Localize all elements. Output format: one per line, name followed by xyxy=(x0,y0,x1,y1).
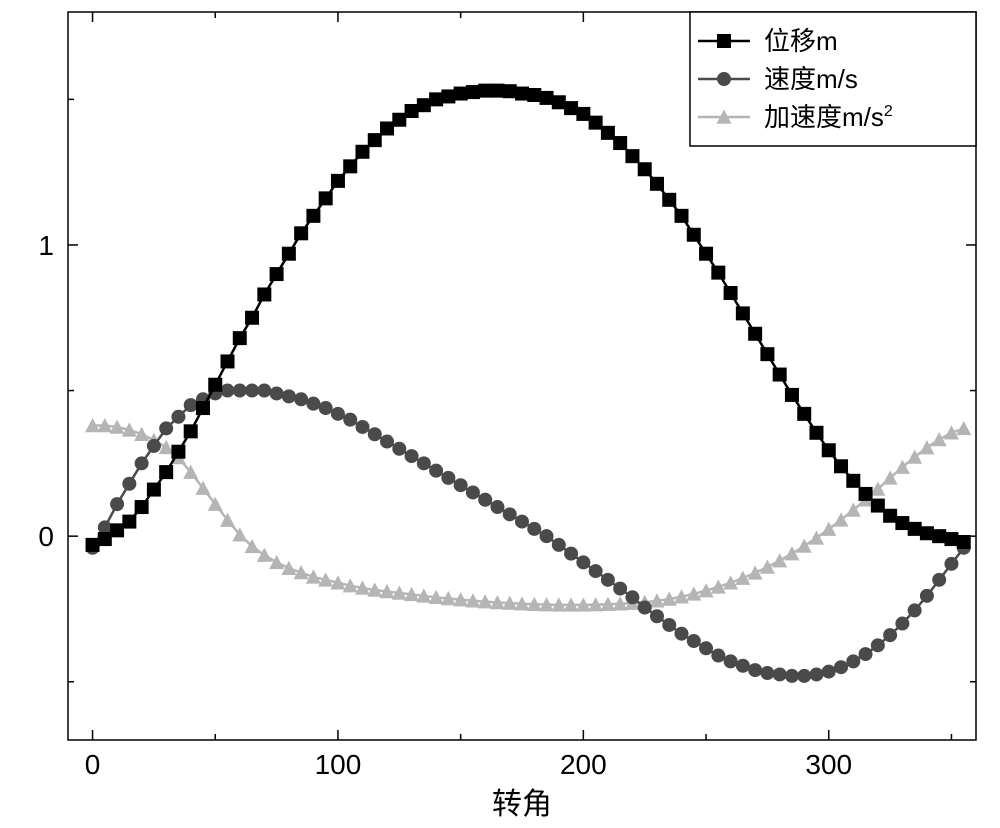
legend-label: 加速度m/s2 xyxy=(764,102,893,132)
x-axis-title: 转角 xyxy=(492,788,552,821)
series-group xyxy=(85,84,971,683)
x-tick-label: 300 xyxy=(805,749,852,780)
series-velocity xyxy=(86,384,971,683)
legend: 位移m 速度m/s 加速度m/s2 xyxy=(690,12,976,146)
x-tick-label: 100 xyxy=(315,749,362,780)
y-tick-label: 1 xyxy=(38,230,54,261)
series-displacement xyxy=(86,84,971,552)
series-acceleration xyxy=(85,418,971,612)
x-tick-label: 0 xyxy=(85,749,101,780)
x-tick-label: 200 xyxy=(560,749,607,780)
chart-svg: 0 100 200 300 0 1 转角 位移m 速度m/s 加速度m/s2 xyxy=(0,0,1000,828)
chart-container: 0 100 200 300 0 1 转角 位移m 速度m/s 加速度m/s2 xyxy=(0,0,1000,828)
legend-label: 速度m/s xyxy=(764,64,858,94)
legend-label: 位移m xyxy=(764,26,838,56)
y-tick-label: 0 xyxy=(38,521,54,552)
